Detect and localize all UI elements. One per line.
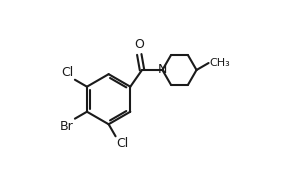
Text: Cl: Cl: [62, 66, 74, 79]
Text: Br: Br: [60, 120, 74, 133]
Text: O: O: [134, 38, 144, 51]
Text: N: N: [158, 63, 167, 76]
Text: Cl: Cl: [116, 137, 129, 150]
Text: CH₃: CH₃: [209, 58, 230, 68]
